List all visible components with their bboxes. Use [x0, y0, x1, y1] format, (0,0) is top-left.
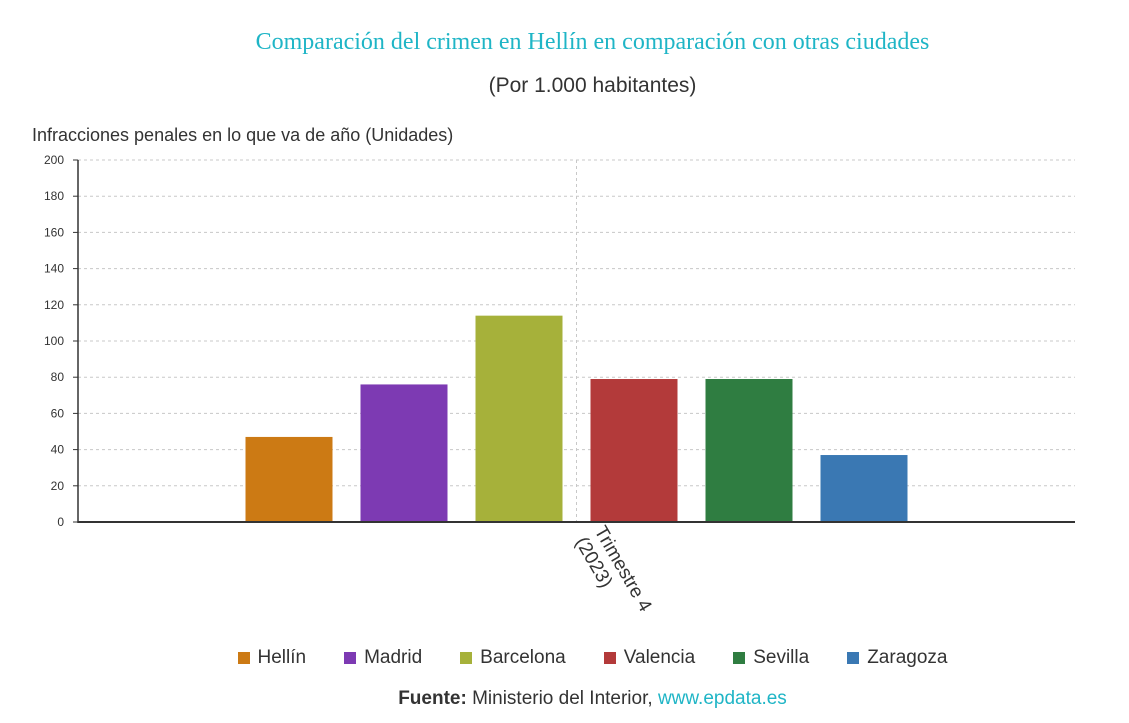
bar-chart: 0 20 40 60 80 100 120 140 160 180 200 Trimestre 4(2… — [44, 153, 1075, 616]
y-tick-label: 140 — [44, 262, 64, 276]
bar-madrid — [360, 384, 448, 522]
legend-label: Hellín — [257, 647, 307, 668]
legend-item-zaragoza[interactable]: Zaragoza — [847, 647, 947, 669]
source-label: Fuente: — [398, 688, 467, 709]
bar-sevilla — [705, 379, 793, 522]
y-tick-label: 120 — [44, 298, 64, 312]
y-tick-label: 100 — [44, 334, 64, 348]
y-tick-label: 180 — [44, 189, 64, 203]
bar-zaragoza — [820, 455, 908, 522]
legend-item-madrid[interactable]: Madrid — [344, 647, 422, 669]
x-tick-label: Trimestre 4(2023) — [571, 523, 656, 616]
y-axis-label: Infracciones penales en lo que va de año… — [32, 125, 454, 145]
legend-label: Barcelona — [480, 647, 566, 668]
legend-item-hellín[interactable]: Hellín — [237, 647, 307, 669]
y-tick-label: 60 — [51, 406, 65, 420]
y-tick-label: 160 — [44, 225, 64, 239]
chart-subtitle: (Por 1.000 habitantes) — [488, 74, 697, 97]
legend-item-barcelona[interactable]: Barcelona — [460, 647, 566, 669]
y-tick-label: 80 — [51, 370, 65, 384]
legend-swatch — [237, 652, 250, 664]
legend-label: Madrid — [364, 647, 423, 668]
legend-item-valencia[interactable]: Valencia — [603, 647, 696, 669]
bar-barcelona — [475, 315, 563, 522]
legend-item-sevilla[interactable]: Sevilla — [733, 647, 809, 669]
y-tick-label: 0 — [57, 515, 64, 529]
y-tick-label: 40 — [51, 443, 65, 457]
legend-swatch — [847, 652, 860, 664]
chart-title: Comparación del crimen en Hellín en comp… — [255, 29, 930, 55]
legend-swatch — [344, 652, 357, 664]
bar-hellín — [245, 436, 333, 522]
legend-label: Zaragoza — [867, 647, 948, 668]
source-link[interactable]: www.epdata.es — [657, 688, 787, 709]
legend-swatch — [733, 652, 746, 664]
legend-label: Sevilla — [753, 647, 810, 668]
legend-swatch — [460, 652, 473, 664]
bar-valencia — [590, 379, 678, 522]
legend-swatch — [603, 652, 616, 664]
legend-label: Valencia — [623, 647, 696, 668]
source-text: Ministerio del Interior, — [472, 688, 653, 709]
source-line: Fuente: Ministerio del Interior, www.epd… — [0, 688, 1129, 710]
y-tick-label: 20 — [51, 479, 65, 493]
legend: Hellín Madrid Barcelona Valencia Sevilla Zara… — [0, 647, 1129, 669]
y-tick-label: 200 — [44, 153, 64, 167]
